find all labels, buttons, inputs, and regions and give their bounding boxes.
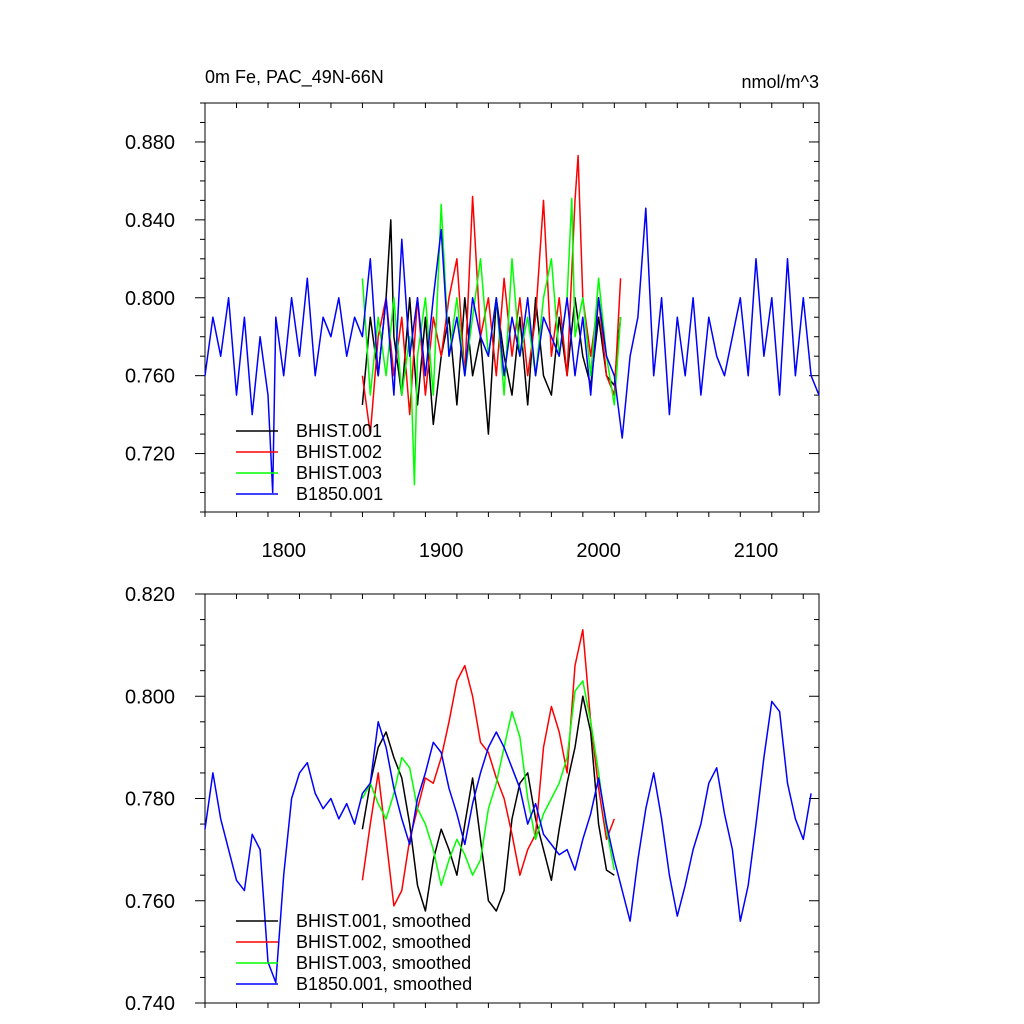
- series-line: [361, 154, 622, 435]
- top-series-lines: [204, 154, 820, 494]
- legend-label: BHIST.001: [296, 421, 382, 441]
- top-chart-title: 0m Fe, PAC_49N-66N: [205, 67, 384, 88]
- legend-label: BHIST.002: [296, 442, 382, 462]
- y-tick-label: 0.780: [125, 789, 175, 811]
- legend-label: BHIST.002, smoothed: [296, 932, 471, 952]
- series-line: [361, 695, 615, 912]
- y-tick-label: 0.820: [125, 584, 175, 606]
- top-axis-ticks: [195, 102, 819, 517]
- series-line: [204, 700, 812, 984]
- y-tick-label: 0.760: [125, 891, 175, 913]
- legend-label: BHIST.003: [296, 463, 382, 483]
- legend-label: BHIST.003, smoothed: [296, 953, 471, 973]
- x-tick-label: 1900: [419, 540, 464, 562]
- legend-label: BHIST.001, smoothed: [296, 911, 471, 931]
- top-panel: 1800 1900 2000 2100 0.720 0.760 0.800 0.840 0.88…: [125, 67, 820, 562]
- bottom-tick-labels: 0.740 0.760 0.780 0.800 0.820: [125, 584, 175, 1015]
- series-line: [204, 207, 820, 494]
- series-line: [361, 680, 616, 887]
- bottom-panel: 0.740 0.760 0.780 0.800 0.820 BHIST.001, smo…: [125, 584, 820, 1015]
- bottom-series-lines: [204, 629, 812, 984]
- y-tick-label: 0.720: [125, 444, 175, 466]
- y-tick-label: 0.840: [125, 210, 175, 232]
- y-tick-label: 0.760: [125, 366, 175, 388]
- legend-label: B1850.001, smoothed: [296, 974, 472, 994]
- top-plot-frame: [204, 102, 820, 513]
- x-tick-label: 2000: [576, 540, 621, 562]
- y-tick-label: 0.800: [125, 288, 175, 310]
- bottom-axis-ticks: [195, 593, 819, 1008]
- legend-label: B1850.001: [296, 484, 383, 504]
- x-tick-label: 2100: [734, 540, 779, 562]
- series-line: [361, 219, 622, 435]
- x-tick-label: 1800: [261, 540, 306, 562]
- top-tick-labels: 1800 1900 2000 2100 0.720 0.760 0.800 0.840 0.88…: [125, 132, 778, 562]
- y-tick-label: 0.740: [125, 993, 175, 1015]
- y-tick-label: 0.880: [125, 132, 175, 154]
- series-line: [361, 629, 616, 907]
- top-chart-units: nmol/m^3: [742, 72, 819, 92]
- y-tick-label: 0.800: [125, 686, 175, 708]
